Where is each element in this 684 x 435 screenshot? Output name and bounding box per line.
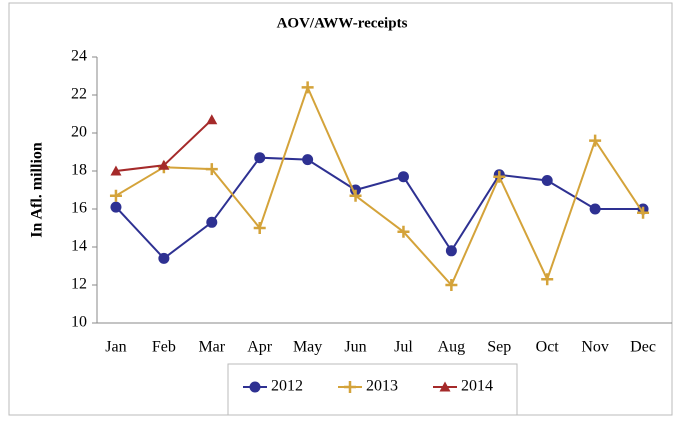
x-tick-label: Sep [487, 339, 511, 356]
y-axis-label: In Afl. million [29, 142, 46, 238]
x-tick-label: Dec [630, 339, 656, 356]
series-line [115, 84, 644, 287]
point [158, 252, 170, 264]
chart-title: AOV/AWW-receipts [277, 15, 408, 31]
x-tick-label: Jan [105, 339, 126, 356]
y-tick-label: 12 [71, 276, 87, 293]
point [205, 163, 218, 176]
point [541, 273, 554, 286]
point [349, 189, 362, 202]
point [206, 216, 218, 228]
y-tick-label: 14 [71, 238, 87, 255]
legend-marker [344, 381, 356, 393]
legend-label: 2013 [366, 378, 398, 395]
legend-label: 2014 [461, 378, 493, 395]
point [493, 170, 506, 183]
point [589, 134, 602, 147]
point [110, 165, 122, 176]
point [637, 206, 650, 219]
legend-box [227, 363, 518, 416]
y-tick-label: 24 [71, 48, 87, 65]
series-line [115, 156, 644, 260]
x-tick-label: Nov [581, 339, 609, 356]
x-tick-label: Mar [198, 339, 225, 356]
point [589, 203, 601, 215]
point [301, 81, 314, 94]
y-tick-label: 18 [71, 162, 87, 179]
point [254, 152, 266, 164]
point [109, 189, 122, 202]
y-tick-label: 20 [71, 124, 87, 141]
legend-label: 2012 [271, 378, 303, 395]
point [445, 279, 458, 291]
point [397, 225, 410, 238]
point [445, 245, 457, 257]
legend-marker [439, 381, 451, 392]
x-tick-label: Oct [536, 339, 560, 356]
x-tick-label: Feb [152, 339, 176, 356]
y-tick-label: 16 [71, 200, 87, 217]
point [158, 159, 170, 170]
x-tick-label: Aug [438, 339, 466, 356]
x-tick-label: Jul [394, 339, 413, 356]
legend-marker [249, 381, 261, 393]
point [541, 175, 553, 186]
x-tick-label: Jun [344, 339, 366, 356]
point [253, 222, 266, 234]
x-tick-label: May [293, 339, 322, 356]
point [397, 171, 409, 183]
y-tick-label: 22 [71, 86, 87, 103]
y-tick-label: 10 [71, 314, 87, 331]
point [206, 114, 218, 125]
point [110, 201, 122, 213]
x-tick-label: Apr [247, 339, 273, 356]
point [302, 154, 314, 166]
